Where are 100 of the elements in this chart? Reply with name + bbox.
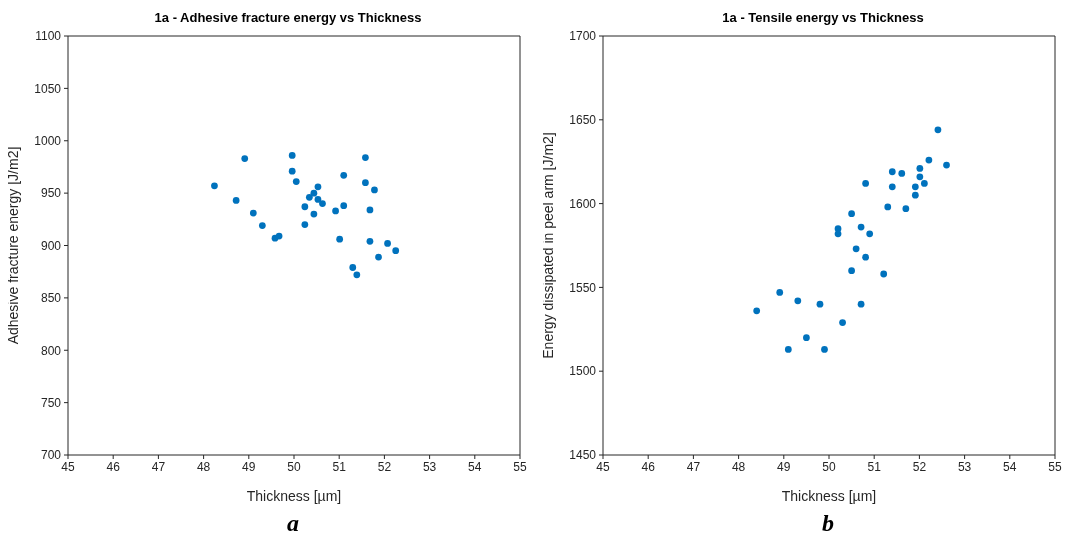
- point: [211, 182, 218, 190]
- x-axis-title: Thickness [µm]: [781, 488, 877, 504]
- chart-title: 1a - Tensile energy vs Thickness: [721, 10, 925, 25]
- point: [384, 240, 391, 247]
- point: [884, 203, 892, 211]
- point: [353, 271, 361, 279]
- point: [301, 221, 309, 228]
- x-tick-label: 54: [468, 459, 482, 474]
- point: [292, 178, 300, 185]
- x-tick-label: 47: [151, 459, 166, 474]
- point: [916, 173, 924, 181]
- point: [305, 193, 313, 201]
- point: [834, 230, 842, 238]
- point: [275, 232, 283, 240]
- y-tick-label: 1700: [569, 29, 597, 44]
- point: [888, 183, 896, 191]
- x-tick-label: 50: [287, 459, 301, 474]
- x-tick-label: 52: [912, 459, 927, 474]
- y-tick-label: 1000: [34, 134, 62, 149]
- point: [310, 210, 318, 218]
- point: [911, 191, 919, 199]
- x-tick-label: 49: [242, 459, 256, 474]
- point: [319, 200, 326, 207]
- point: [340, 171, 348, 179]
- point: [862, 253, 869, 261]
- point: [898, 170, 906, 177]
- y-tick-label: 950: [40, 186, 62, 201]
- y-tick-label: 1600: [569, 196, 597, 211]
- y-tick-label: 1650: [569, 113, 597, 128]
- y-tick-label: 1500: [569, 364, 597, 379]
- point: [375, 253, 382, 261]
- x-tick-label: 46: [641, 459, 656, 474]
- point: [362, 154, 369, 161]
- point: [314, 183, 322, 191]
- x-tick-label: 55: [513, 459, 527, 474]
- y-tick-label: 700: [40, 448, 62, 463]
- text: a: [286, 510, 300, 537]
- point: [857, 300, 865, 308]
- point: [288, 167, 296, 175]
- point: [366, 237, 374, 245]
- y-tick-label: 1100: [35, 29, 62, 44]
- point: [349, 264, 357, 271]
- point: [848, 267, 855, 275]
- point: [911, 183, 919, 191]
- y-tick-label: 850: [40, 291, 62, 306]
- y-tick-label: 900: [40, 238, 62, 253]
- point: [241, 155, 249, 162]
- point: [362, 179, 369, 187]
- x-tick-label: 47: [686, 459, 701, 474]
- x-tick-label: 45: [61, 459, 75, 474]
- x-tick-label: 51: [332, 459, 347, 474]
- point: [852, 245, 860, 253]
- point: [803, 334, 810, 342]
- point: [258, 222, 266, 229]
- point: [232, 197, 240, 204]
- x-tick-label: 53: [422, 459, 437, 474]
- point: [366, 206, 374, 214]
- point: [776, 289, 784, 296]
- x-axis-title: Thickness [µm]: [246, 488, 342, 504]
- chart-title: 1a - Adhesive fracture energy vs Thickness: [153, 10, 423, 25]
- point: [288, 152, 296, 159]
- x-tick-label: 53: [957, 459, 972, 474]
- x-tick-label: 50: [822, 459, 836, 474]
- x-tick-label: 55: [1048, 459, 1062, 474]
- point: [920, 180, 928, 187]
- point: [392, 247, 400, 255]
- point: [336, 235, 344, 243]
- point: [888, 168, 896, 176]
- x-tick-label: 49: [777, 459, 791, 474]
- y-tick-label: 1550: [569, 280, 597, 295]
- point: [816, 300, 824, 308]
- point: [371, 186, 378, 194]
- point: [866, 230, 874, 238]
- point: [839, 319, 846, 326]
- x-tick-label: 45: [596, 459, 610, 474]
- y-tick-label: 750: [40, 395, 62, 410]
- x-tick-label: 51: [867, 459, 882, 474]
- y-axis-title: Adhesive fracture energy [J/m2]: [4, 146, 21, 345]
- y-tick-label: 800: [40, 343, 62, 358]
- point: [249, 209, 257, 217]
- point: [925, 156, 933, 164]
- point: [310, 189, 318, 197]
- point: [301, 203, 309, 211]
- y-axis-title: Energy dissipated in peel arm [J/m2]: [539, 132, 556, 359]
- x-tick-label: 54: [1003, 459, 1017, 474]
- point: [753, 307, 761, 315]
- x-tick-label: 48: [731, 459, 746, 474]
- point: [857, 223, 865, 231]
- point: [916, 165, 924, 172]
- x-tick-label: 46: [106, 459, 121, 474]
- point: [332, 207, 339, 215]
- point: [340, 202, 348, 210]
- y-tick-label: 1050: [34, 81, 62, 96]
- point: [314, 196, 322, 203]
- point: [794, 297, 802, 305]
- point: [862, 180, 869, 187]
- point: [902, 205, 910, 213]
- point: [821, 346, 828, 353]
- point: [848, 210, 855, 218]
- point: [943, 161, 950, 169]
